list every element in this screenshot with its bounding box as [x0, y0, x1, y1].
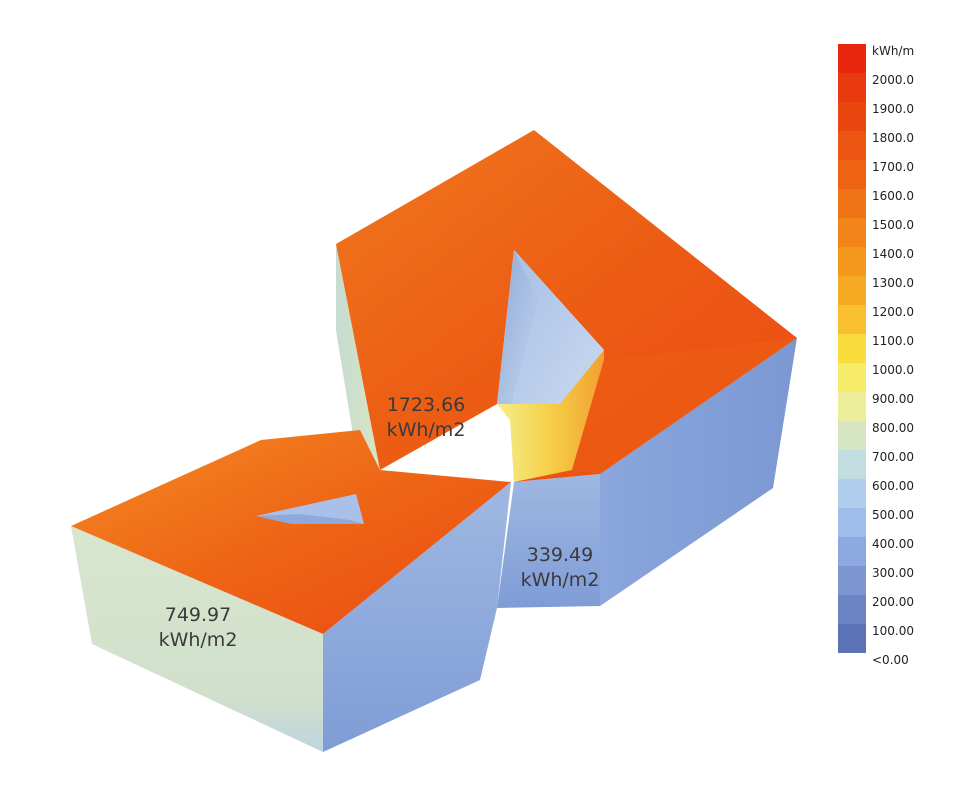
legend-unit-label: kWh/m — [872, 44, 915, 58]
legend-swatch — [838, 479, 866, 508]
left-block-side-wall — [323, 482, 511, 752]
left-block-value-label: 749.97 kWh/m2 — [148, 603, 248, 653]
legend-swatch — [838, 44, 866, 73]
right-block-value-label: 339.49 kWh/m2 — [510, 543, 610, 593]
legend-tick-label: 400.00 — [872, 537, 914, 551]
legend-swatch — [838, 392, 866, 421]
left-value: 749.97 — [164, 604, 232, 626]
center-block-value-label: 1723.66 kWh/m2 — [376, 393, 476, 443]
legend-tick-label: 100.00 — [872, 624, 914, 638]
legend-swatch — [838, 537, 866, 566]
legend-tick-label: 800.00 — [872, 421, 914, 435]
legend-tick-label: 1100.0 — [872, 334, 914, 348]
building-model — [71, 130, 797, 752]
legend-tick-label: 1200.0 — [872, 305, 914, 319]
legend-tick-label: 1800.0 — [872, 131, 914, 145]
legend-swatch — [838, 363, 866, 392]
legend-swatch — [838, 73, 866, 102]
legend-swatch — [838, 247, 866, 276]
legend-tick-label: 1300.0 — [872, 276, 914, 290]
right-courtyard-wall-left — [497, 250, 540, 404]
center-value: 1723.66 — [386, 394, 466, 416]
right-unit: kWh/m2 — [520, 569, 600, 591]
legend-tick-label: 2000.0 — [872, 73, 914, 87]
right-roof-lower-edge — [572, 338, 797, 474]
legend-swatch — [838, 624, 866, 653]
legend-tick-label: 300.00 — [872, 566, 914, 580]
legend-swatch — [838, 276, 866, 305]
legend-swatch — [838, 566, 866, 595]
legend-tick-label: 900.00 — [872, 392, 914, 406]
legend-tick-label: <0.00 — [872, 653, 909, 667]
left-unit: kWh/m2 — [158, 629, 238, 651]
legend-swatch — [838, 421, 866, 450]
legend-tick-label: 1900.0 — [872, 102, 914, 116]
legend-swatch — [838, 131, 866, 160]
legend-tick-label: 600.00 — [872, 479, 914, 493]
legend-swatch — [838, 102, 866, 131]
legend-swatch — [838, 305, 866, 334]
right-block-front-wall — [497, 474, 600, 608]
legend-tick-label: 1500.0 — [872, 218, 914, 232]
right-block-side-wall — [600, 338, 797, 606]
legend-swatch — [838, 334, 866, 363]
left-courtyard-wall — [256, 514, 364, 524]
legend-tick-label: 500.00 — [872, 508, 914, 522]
left-block-front-wall — [71, 526, 323, 752]
legend-tick-label: 1400.0 — [872, 247, 914, 261]
right-value: 339.49 — [526, 544, 594, 566]
right-courtyard-wall-back — [512, 250, 604, 404]
legend-color-bar — [838, 44, 866, 653]
legend-tick-label: 700.00 — [872, 450, 914, 464]
legend-swatch — [838, 218, 866, 247]
legend-swatch — [838, 595, 866, 624]
left-block-roof — [71, 430, 511, 634]
legend-swatch — [838, 189, 866, 218]
legend-tick-label: 1600.0 — [872, 189, 914, 203]
center-unit: kWh/m2 — [386, 419, 466, 441]
right-courtyard-wall-bottom — [497, 350, 604, 482]
legend-tick-label: 1000.0 — [872, 363, 914, 377]
center-block-side-wall — [336, 244, 380, 478]
legend-swatch — [838, 160, 866, 189]
legend-tick-label: 1700.0 — [872, 160, 914, 174]
legend-tick-label: 200.00 — [872, 595, 914, 609]
legend-swatch — [838, 508, 866, 537]
legend-swatch — [838, 450, 866, 479]
